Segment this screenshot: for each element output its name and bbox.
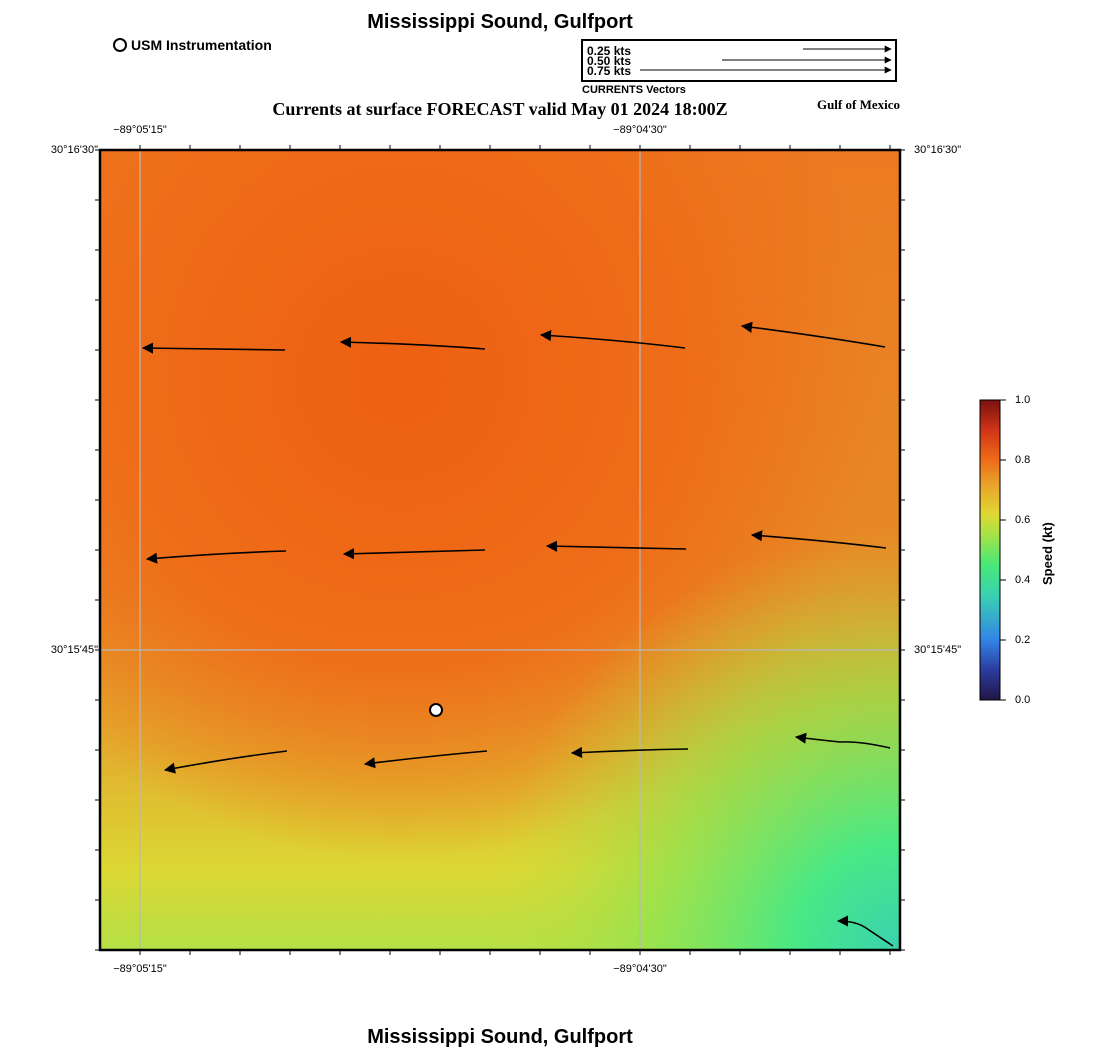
colorbar-tick-0-6: 0.6 [1015,514,1031,526]
forecast-title: Currents at surface FORECAST valid May 0… [272,99,728,119]
lat-tick-label-right-2: 30°15'45" [914,644,962,656]
station-marker-icon [113,38,127,52]
vector-legend-arrows [640,45,892,74]
vector-legend-label-075: 0.75 kts [587,64,632,78]
current-vector [570,746,689,759]
current-vector [163,750,288,774]
lon-tick-label-top-1: −89°05'15" [113,124,167,136]
station-legend: USM Instrumentation [113,37,272,53]
lon-tick-label-bottom-1: −89°05'15" [113,963,167,975]
current-vector [141,342,286,354]
footer-title: Mississippi Sound, Gulfport [367,1026,633,1048]
current-vector [740,321,886,348]
station-legend-label: USM Instrumentation [131,37,272,53]
graticule [100,150,900,950]
vector-legend-label-050: 0.50 kts [587,54,632,68]
colorbar [979,399,1006,701]
colorbar-tick-0-4: 0.4 [1015,574,1031,586]
station-marker[interactable] [429,703,443,717]
lat-tick-label-right-1: 30°16'30" [914,144,962,156]
current-vector [145,550,287,564]
region-label: Gulf of Mexico [816,97,900,112]
current-vector [342,548,486,560]
current-vector [794,732,891,749]
current-vector [545,540,687,552]
colorbar-tick-0-8: 0.8 [1015,454,1031,466]
colorbar-label: Speed (kt) [1040,522,1055,585]
current-vector [836,915,894,947]
current-vector [750,530,887,549]
frame-ticks [95,145,905,955]
current-vector [339,336,486,350]
vector-legend-caption: CURRENTS Vectors [582,84,686,96]
lon-tick-label-bottom-2: −89°04'30" [613,963,667,975]
colorbar-ramp [979,399,1001,701]
vector-legend-label-025: 0.25 kts [587,44,632,58]
speed-field [100,150,900,950]
lat-tick-label-left-2: 30°15'45" [50,644,98,656]
colorbar-tick-0-0: 0.0 [1015,694,1031,706]
current-vector [363,750,488,769]
lon-tick-label-top-2: −89°04'30" [613,124,667,136]
current-vectors [141,321,894,947]
map-title: Mississippi Sound, Gulfport [367,11,633,33]
lat-tick-label-left-1: 30°16'30" [50,144,98,156]
current-vector [539,330,686,349]
colorbar-tick-0-2: 0.2 [1015,634,1031,646]
colorbar-tick-1-0: 1.0 [1015,394,1031,406]
